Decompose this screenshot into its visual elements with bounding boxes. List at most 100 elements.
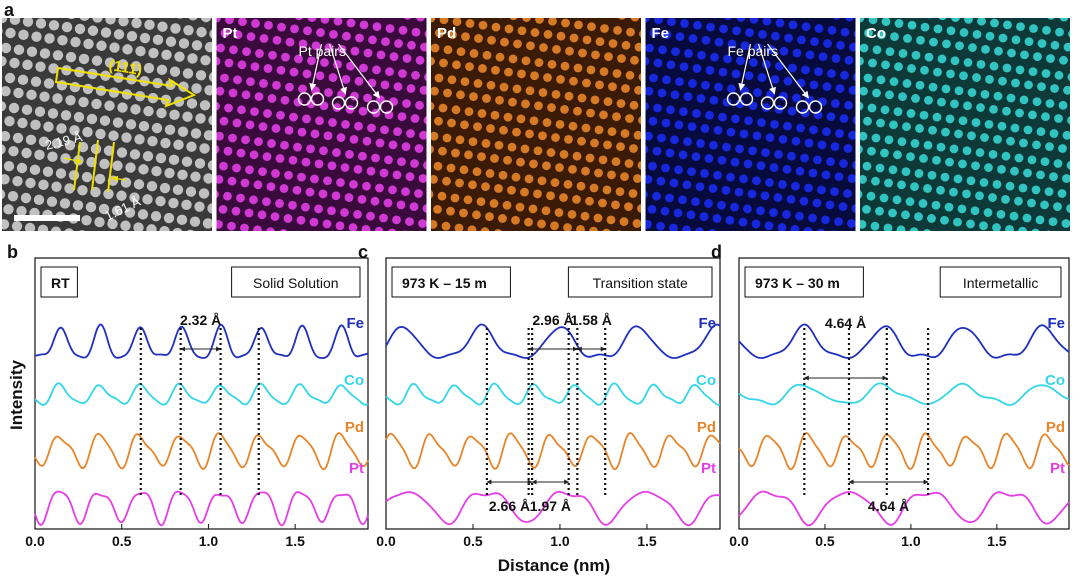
- atom-column: [223, 192, 232, 201]
- atom-column: [211, 278, 221, 288]
- atom-column: [464, 195, 473, 204]
- atom-column: [1062, 174, 1071, 183]
- atom-column: [727, 305, 736, 314]
- atom-column: [1053, 247, 1062, 256]
- atom-column: [468, 180, 477, 189]
- atom-column: [410, 202, 419, 211]
- atom-column: [809, 125, 818, 134]
- atom-column: [582, 124, 591, 133]
- atom-column: [637, 249, 646, 258]
- atom-column: [117, 147, 127, 157]
- atom-column: [43, 121, 53, 131]
- atom-column: [845, 13, 854, 22]
- atom-column: [821, 215, 830, 224]
- atom-column: [125, 162, 135, 172]
- atom-column: [786, 240, 795, 249]
- atom-column: [745, 28, 754, 37]
- atom-column: [187, 53, 197, 63]
- atom-column: [345, 150, 354, 159]
- atom-column: [525, 130, 534, 139]
- atom-column: [69, 170, 79, 180]
- atom-column: [1036, 215, 1045, 224]
- atom-column: [12, 176, 22, 186]
- atom-column: [822, 170, 831, 179]
- atom-column: [688, 300, 697, 309]
- atom-column: [717, 201, 726, 210]
- atom-column: [797, 79, 806, 88]
- atom-column: [349, 223, 358, 232]
- atom-column: [243, 4, 252, 13]
- atom-column: [758, 73, 767, 82]
- atom-column: [474, 300, 483, 309]
- atom-column: [341, 163, 350, 172]
- atom-column: [1016, 22, 1025, 31]
- atom-column: [112, 161, 122, 171]
- atom-column: [448, 253, 457, 262]
- atom-column: [196, 70, 206, 80]
- atom-column: [260, 34, 269, 43]
- x-axis-label: Distance (nm): [498, 556, 610, 575]
- atom-column: [1010, 212, 1019, 221]
- atom-column: [169, 155, 179, 165]
- atom-column: [945, 158, 954, 167]
- atom-column: [345, 193, 354, 202]
- atom-column: [884, 224, 893, 233]
- atom-column: [669, 224, 678, 233]
- atom-column: [310, 175, 319, 184]
- atom-column: [220, 74, 229, 83]
- atom-column: [734, 233, 743, 242]
- atom-column: [692, 109, 701, 118]
- atom-column: [706, 66, 715, 75]
- atom-column: [714, 83, 723, 92]
- atom-column: [301, 246, 310, 255]
- atom-column: [316, 28, 325, 37]
- atom-column: [852, 161, 861, 170]
- atom-column: [57, 35, 67, 45]
- atom-column: [319, 146, 328, 155]
- atom-column: [625, 159, 634, 168]
- atom-column: [142, 239, 152, 249]
- atom-column: [779, 135, 788, 144]
- atom-column: [954, 175, 963, 184]
- atom-column: [519, 276, 528, 285]
- atom-column: [220, 117, 229, 126]
- atom-column: [727, 85, 736, 94]
- atom-column: [460, 165, 469, 174]
- atom-column: [708, 229, 717, 238]
- atom-column: [284, 302, 294, 312]
- atom-column: [594, 0, 603, 2]
- x-tick-label: 0.0: [376, 533, 396, 549]
- atom-column: [607, 0, 616, 4]
- atom-column: [190, 171, 200, 181]
- atom-column: [844, 101, 853, 110]
- atom-column: [769, 208, 778, 217]
- atom-column: [200, 55, 210, 65]
- atom-column: [938, 55, 947, 64]
- atom-column: [495, 141, 504, 150]
- atom-column: [908, 241, 917, 250]
- atom-column: [36, 18, 46, 28]
- atom-column: [868, 104, 877, 113]
- atom-column: [933, 68, 942, 77]
- atom-column: [834, 217, 843, 226]
- atom-column: [765, 178, 774, 187]
- atom-column: [360, 20, 369, 29]
- atom-column: [249, 195, 258, 204]
- atom-column: [374, 272, 383, 281]
- atom-column: [306, 145, 315, 154]
- atom-column: [971, 161, 980, 170]
- atom-column: [264, 21, 273, 30]
- atom-column: [288, 244, 297, 253]
- atom-column: [200, 100, 210, 110]
- atom-column: [752, 176, 761, 185]
- atom-column: [1055, 71, 1064, 80]
- atom-column: [730, 246, 739, 255]
- atom-column: [674, 165, 683, 174]
- atom-column: [262, 197, 271, 206]
- atom-column: [0, 71, 2, 81]
- atom-column: [237, 149, 246, 158]
- map-label: Pt: [223, 25, 238, 42]
- atom-column: [882, 238, 891, 247]
- distance-label: 1.58 Å: [571, 312, 612, 328]
- atom-column: [266, 227, 275, 236]
